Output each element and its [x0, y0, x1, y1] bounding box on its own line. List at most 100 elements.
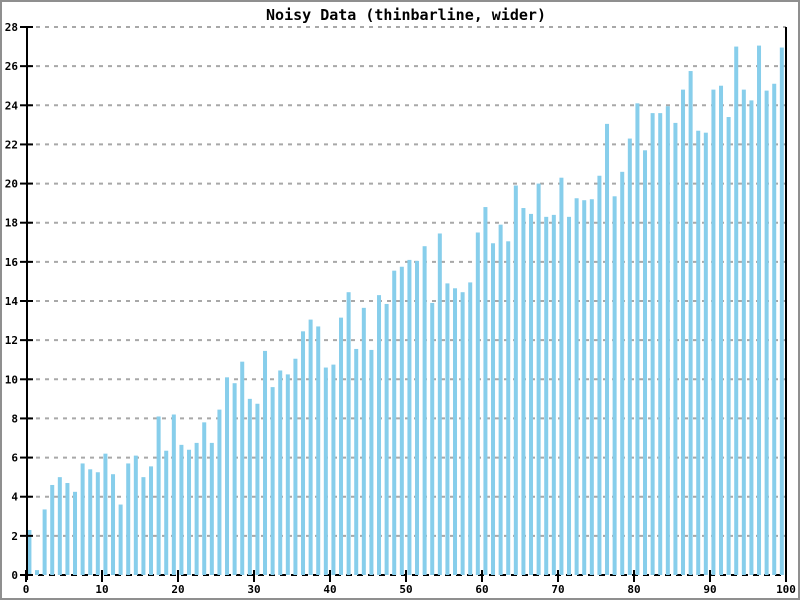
bar [156, 416, 161, 575]
bar [323, 367, 328, 575]
bar [301, 331, 306, 575]
bar [620, 171, 625, 576]
bar [285, 374, 290, 575]
bar [491, 243, 496, 575]
y-tick-label: 10 [5, 373, 18, 386]
bar [232, 383, 237, 575]
bar [399, 266, 404, 575]
bar [597, 175, 602, 575]
y-tick-label: 16 [5, 256, 19, 269]
bar [726, 117, 731, 576]
bar [35, 570, 40, 575]
bar [392, 270, 397, 575]
bar [605, 123, 610, 575]
y-tick-label: 26 [5, 60, 19, 73]
bar [339, 317, 344, 575]
bar [468, 282, 473, 575]
bar [498, 224, 503, 575]
y-tick-label: 14 [5, 295, 19, 308]
bar [73, 491, 78, 575]
bar [247, 398, 252, 575]
bar [194, 442, 199, 575]
bar [164, 450, 169, 575]
bar [278, 370, 283, 575]
bar [612, 196, 617, 576]
y-tick-label: 4 [11, 491, 18, 504]
bar [133, 455, 138, 575]
bar [415, 260, 420, 575]
bars-layer [27, 45, 784, 576]
bar [483, 207, 488, 576]
bar [171, 414, 176, 575]
bar [179, 444, 184, 575]
axes-layer [20, 26, 787, 582]
bar [582, 200, 587, 575]
gridlines-layer [27, 26, 786, 576]
bar [95, 472, 100, 575]
bar [529, 213, 534, 575]
bar [88, 469, 93, 575]
y-tick-label: 12 [5, 334, 18, 347]
y-tick-label: 2 [11, 530, 18, 543]
bar [141, 477, 146, 575]
bar [658, 113, 663, 575]
bar [377, 295, 382, 575]
x-tick-label: 20 [171, 583, 184, 596]
bar [361, 307, 366, 575]
y-tick-label: 22 [5, 138, 18, 151]
bar [209, 442, 214, 575]
x-tick-label: 50 [399, 583, 412, 596]
bar [559, 177, 564, 575]
bar [749, 100, 754, 576]
bar [551, 214, 556, 575]
bar [407, 259, 412, 575]
bar [331, 364, 336, 575]
bar [521, 208, 526, 576]
bar [779, 47, 784, 576]
bar [513, 185, 518, 575]
bar [567, 216, 572, 576]
bar [384, 303, 389, 575]
bar [475, 232, 480, 575]
bar [453, 288, 458, 575]
bar [422, 246, 427, 575]
bar [772, 83, 777, 575]
bar [27, 529, 32, 575]
y-tick-label: 28 [5, 21, 18, 34]
bar [149, 466, 154, 575]
bar [240, 361, 245, 575]
x-tick-label: 10 [95, 583, 108, 596]
bar [643, 150, 648, 576]
chart-title: Noisy Data (thinbarline, wider) [266, 6, 546, 24]
bar [696, 130, 701, 575]
bar [681, 89, 686, 575]
bar [346, 292, 351, 575]
bar [126, 463, 131, 575]
bar [42, 509, 47, 575]
bar [589, 199, 594, 575]
x-tick-label: 0 [23, 583, 30, 596]
bar [65, 483, 70, 575]
y-tick-label: 8 [11, 412, 18, 425]
bar [741, 89, 746, 575]
bar [103, 453, 108, 575]
bar [764, 90, 769, 575]
bar [354, 348, 359, 575]
bar [270, 387, 275, 575]
bar [255, 403, 260, 575]
bar [50, 484, 55, 575]
bar [118, 504, 123, 575]
bar [627, 138, 632, 576]
x-tick-label: 80 [627, 583, 640, 596]
x-tick-label: 90 [703, 583, 716, 596]
bar [430, 302, 435, 575]
bar [80, 463, 85, 575]
bar [757, 45, 762, 576]
bar [673, 122, 678, 576]
bar [57, 477, 62, 575]
bar [460, 292, 465, 575]
bar [506, 241, 511, 576]
